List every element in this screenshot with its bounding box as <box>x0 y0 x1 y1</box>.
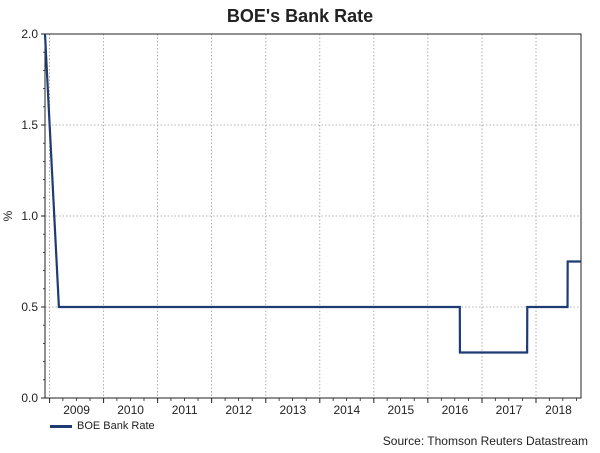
grid-lines <box>45 33 581 398</box>
y-tick-label: 0.5 <box>21 300 38 314</box>
x-tick-label: 2013 <box>279 403 306 417</box>
x-tick-label: 2011 <box>172 403 198 417</box>
y-tick-label: 0.0 <box>21 391 38 405</box>
x-tick-label: 2014 <box>333 403 360 417</box>
legend-swatch <box>50 424 72 428</box>
series-lines <box>43 33 581 354</box>
y-tick-label: 2.0 <box>21 27 38 41</box>
x-tick-label: 2015 <box>387 403 414 417</box>
x-tick-label: 2012 <box>225 403 252 417</box>
x-tick-label: 2009 <box>63 403 90 417</box>
x-tick-label: 2016 <box>442 403 469 417</box>
x-tick-label: 2017 <box>496 403 523 417</box>
x-tick-label: 2010 <box>117 403 144 417</box>
y-axis-labels: 0.0 0.5 1.0 1.5 2.0 <box>21 27 38 405</box>
legend: BOE Bank Rate <box>50 420 155 432</box>
axis-ticks <box>41 33 577 403</box>
chart-title: BOE's Bank Rate <box>226 6 374 26</box>
y-axis-title: % <box>1 210 15 221</box>
series-line-boe-bank-rate <box>43 33 581 354</box>
y-tick-label: 1.0 <box>21 209 38 223</box>
legend-label: BOE Bank Rate <box>77 420 155 432</box>
x-tick-label: 2018 <box>545 403 572 417</box>
y-tick-label: 1.5 <box>21 118 38 132</box>
x-axis-labels: 2009 2010 2011 2012 2013 2014 2015 2016 2017 2018 <box>63 403 572 417</box>
source-note: Source: Thomson Reuters Datastream <box>382 434 588 448</box>
